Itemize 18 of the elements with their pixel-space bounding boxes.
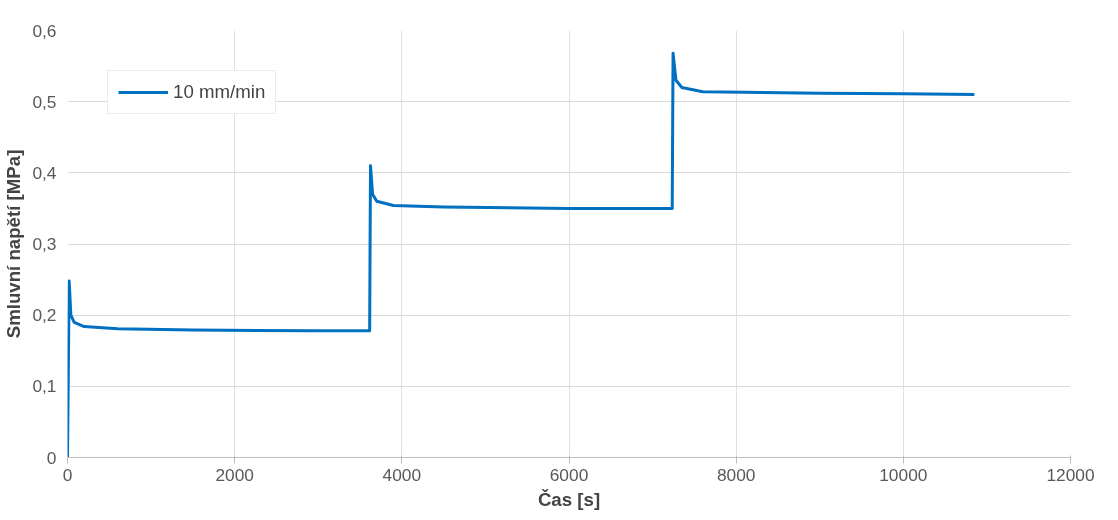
x-tick-label: 10000 [879,464,928,485]
legend-label: 10 mm/min [173,81,266,103]
x-tick-label: 12000 [1046,464,1095,485]
y-tick-label: 0,3 [32,234,57,254]
y-tick-label: 0,2 [32,305,57,326]
y-axis-title: Smluvní napětí [MPa] [3,149,25,339]
y-tick-label: 0,5 [32,91,57,112]
y-tick-label: 0,1 [32,376,57,397]
x-axis-title: Čas [s] [537,488,601,510]
line-series [67,51,976,458]
x-tick-label: 8000 [716,464,756,485]
x-tick-label: 0 [62,464,73,485]
y-tick-label: 0 [46,447,57,468]
x-tick-label: 2000 [215,464,254,485]
x-tick-label: 6000 [549,464,589,485]
y-tick-label: 0,4 [32,162,57,183]
x-tick-label: 4000 [382,464,422,485]
y-tick-label: 0,6 [32,20,57,41]
